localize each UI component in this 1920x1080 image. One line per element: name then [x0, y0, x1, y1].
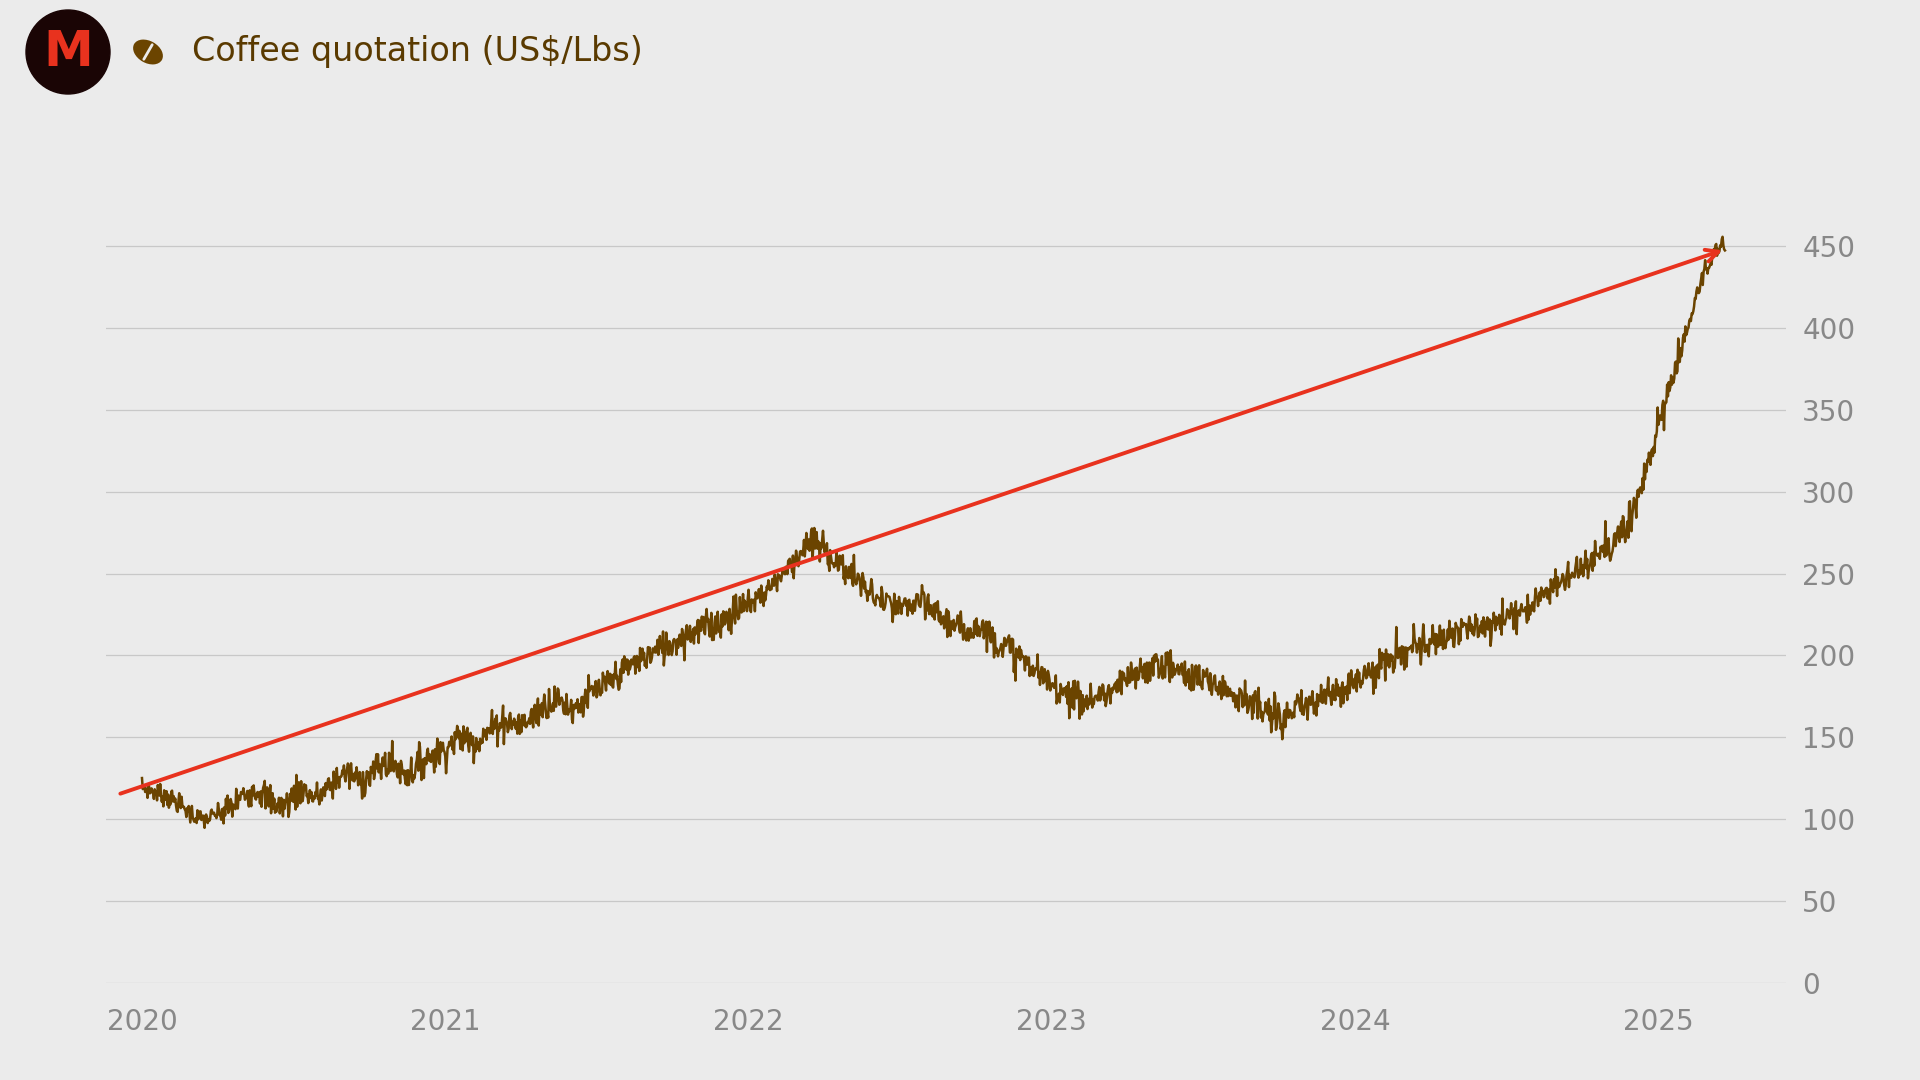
Text: Coffee quotation (US$/Lbs): Coffee quotation (US$/Lbs) [192, 36, 643, 68]
Ellipse shape [132, 40, 163, 65]
Text: M: M [42, 28, 92, 76]
Circle shape [27, 10, 109, 94]
